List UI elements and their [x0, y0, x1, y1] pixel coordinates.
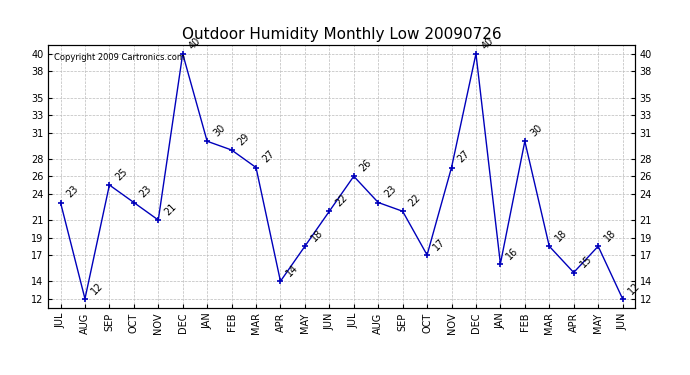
Text: 18: 18: [553, 228, 569, 243]
Text: 25: 25: [114, 166, 130, 182]
Text: 40: 40: [187, 35, 203, 51]
Text: 27: 27: [455, 149, 471, 165]
Text: 30: 30: [211, 123, 227, 138]
Text: 15: 15: [578, 254, 593, 270]
Text: 26: 26: [358, 158, 374, 174]
Text: 23: 23: [382, 184, 398, 200]
Text: 29: 29: [236, 131, 252, 147]
Text: 18: 18: [309, 228, 325, 243]
Text: 40: 40: [480, 35, 496, 51]
Text: 12: 12: [627, 280, 642, 296]
Text: 17: 17: [431, 236, 447, 252]
Text: 30: 30: [529, 123, 544, 138]
Title: Outdoor Humidity Monthly Low 20090726: Outdoor Humidity Monthly Low 20090726: [181, 27, 502, 42]
Text: 23: 23: [65, 184, 81, 200]
Text: 22: 22: [407, 192, 423, 208]
Text: 12: 12: [89, 280, 105, 296]
Text: 23: 23: [138, 184, 154, 200]
Text: 27: 27: [260, 149, 276, 165]
Text: 14: 14: [284, 263, 300, 279]
Text: 18: 18: [602, 228, 618, 243]
Text: Copyright 2009 Cartronics.com: Copyright 2009 Cartronics.com: [55, 53, 185, 62]
Text: 16: 16: [504, 245, 520, 261]
Text: 22: 22: [333, 192, 349, 208]
Text: 21: 21: [162, 201, 178, 217]
